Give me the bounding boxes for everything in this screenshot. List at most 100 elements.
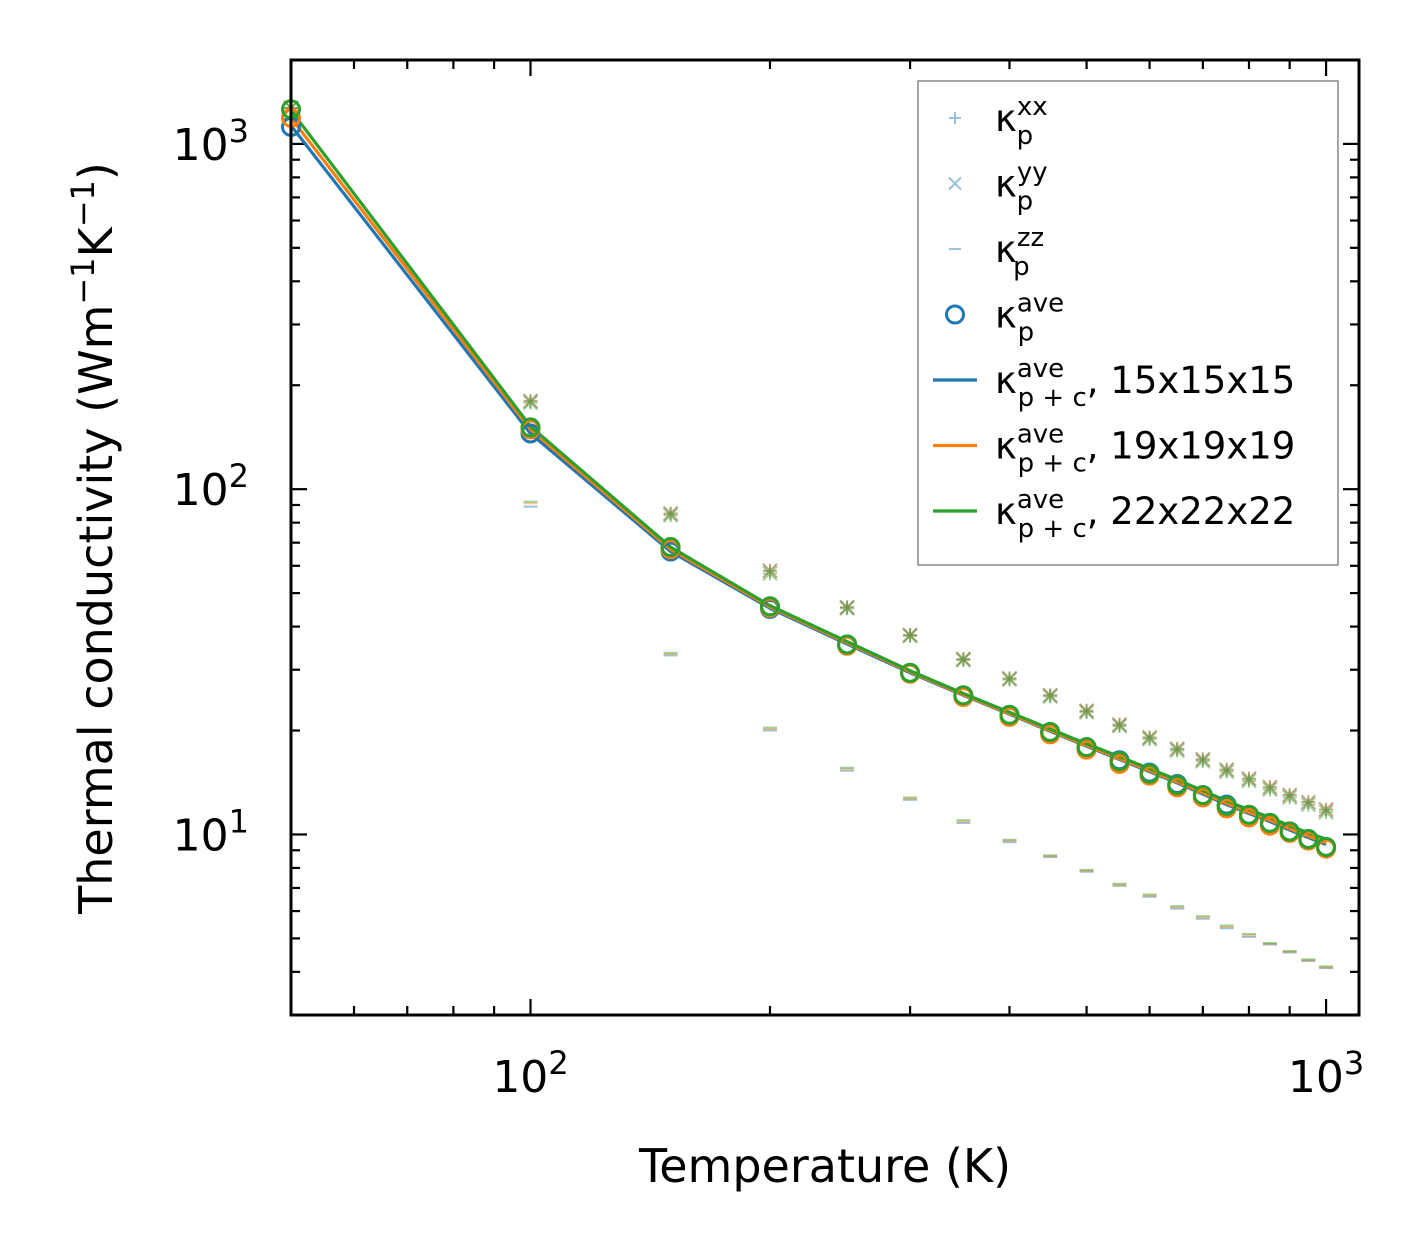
data-point-stroke xyxy=(1111,716,1128,733)
data-point-stroke xyxy=(902,627,918,643)
data-point xyxy=(1142,730,1157,745)
data-point xyxy=(1262,781,1278,798)
data-point-stroke xyxy=(1218,762,1235,778)
data-point-stroke xyxy=(1169,741,1185,757)
data-point-stroke xyxy=(1141,729,1158,746)
data-point-ring xyxy=(1139,763,1160,784)
data-point-ring xyxy=(1192,785,1213,806)
data-point-stroke xyxy=(1218,762,1235,778)
data-point xyxy=(1281,789,1298,806)
legend-item: κxx p xyxy=(949,92,1048,151)
data-point-stroke xyxy=(1078,704,1095,720)
data-point-stroke xyxy=(1300,794,1317,810)
data-point xyxy=(1195,751,1211,768)
data-point-stroke xyxy=(1169,741,1185,757)
data-point xyxy=(955,652,972,668)
data-point-stroke xyxy=(1262,781,1278,798)
data-point-stroke xyxy=(1281,787,1298,803)
series--p-zz xyxy=(284,118,1334,970)
data-point-stroke xyxy=(839,599,855,615)
data-point xyxy=(662,505,679,522)
data-point-stroke xyxy=(1318,801,1334,818)
data-point-stroke xyxy=(1281,789,1298,806)
data-point-stroke xyxy=(1042,687,1058,703)
data-point xyxy=(1300,794,1317,810)
data-point xyxy=(1169,741,1185,757)
x-tick-label: 103 xyxy=(1288,1044,1364,1103)
data-point xyxy=(1042,688,1058,705)
data-point xyxy=(1281,787,1298,803)
data-point xyxy=(1111,716,1128,733)
data-point xyxy=(1300,794,1317,810)
data-point-stroke xyxy=(1169,742,1185,759)
data-point xyxy=(999,704,1020,725)
data-point-stroke xyxy=(762,565,778,582)
data-point xyxy=(955,651,972,667)
data-point-stroke xyxy=(1195,753,1211,769)
data-point-stroke xyxy=(1241,771,1257,787)
data-point xyxy=(1301,795,1316,810)
data-point xyxy=(1319,802,1334,817)
data-point-stroke xyxy=(1169,741,1185,757)
data-point xyxy=(1279,821,1300,842)
data-point-stroke xyxy=(1195,751,1211,768)
data-point xyxy=(1241,771,1256,786)
data-point-stroke xyxy=(955,652,972,668)
data-point-stroke xyxy=(1111,718,1128,734)
data-point-stroke xyxy=(1241,771,1257,787)
data-point xyxy=(762,563,777,578)
data-point-stroke xyxy=(1042,687,1058,703)
legend-marker-swatch xyxy=(945,304,965,325)
data-point xyxy=(1219,762,1234,777)
data-point xyxy=(1281,787,1298,803)
data-point-stroke xyxy=(522,393,539,409)
data-point-ring xyxy=(837,634,858,655)
data-point xyxy=(1109,751,1130,772)
data-point xyxy=(1316,836,1337,857)
data-point-stroke xyxy=(1281,787,1298,803)
data-point-stroke xyxy=(1262,779,1278,795)
data-point-stroke xyxy=(1141,729,1158,746)
data-point-stroke xyxy=(662,505,679,522)
data-point-stroke xyxy=(762,563,778,579)
data-point-stroke xyxy=(1218,762,1235,778)
data-point-stroke xyxy=(662,505,679,522)
data-point-ring xyxy=(1238,804,1259,825)
data-point-stroke xyxy=(1318,801,1334,818)
data-point xyxy=(1078,703,1095,719)
data-point xyxy=(1112,717,1127,732)
data-point xyxy=(1241,773,1257,789)
data-point-stroke xyxy=(1262,781,1278,798)
data-point-stroke xyxy=(522,393,539,409)
series-green-dash xyxy=(284,118,1334,968)
data-point-ring xyxy=(900,662,921,683)
data-point-stroke xyxy=(902,627,918,643)
data-point-stroke xyxy=(1281,787,1298,803)
data-point xyxy=(1241,771,1257,787)
data-point-stroke xyxy=(1001,671,1018,688)
data-point-ring xyxy=(1040,722,1061,743)
series--p-yy xyxy=(283,100,1334,818)
data-point xyxy=(1079,703,1094,718)
data-point-stroke xyxy=(662,505,679,522)
legend-marker-swatch-stroke xyxy=(948,176,962,191)
data-point-stroke xyxy=(1241,771,1257,787)
data-point-stroke xyxy=(1195,751,1211,768)
data-point-stroke xyxy=(1078,703,1095,719)
legend-label: κxx p xyxy=(995,92,1048,151)
data-point xyxy=(1262,779,1278,795)
legend-label: κave p + c, 19x19x19 xyxy=(995,420,1295,479)
legend-box xyxy=(917,80,1339,566)
data-point-stroke xyxy=(1111,716,1128,733)
data-point-stroke xyxy=(1042,688,1058,705)
data-point-stroke xyxy=(522,393,539,409)
x-axis-label: Temperature (K) xyxy=(638,1139,1011,1193)
data-point-stroke xyxy=(902,627,918,643)
data-point xyxy=(1139,763,1160,784)
data-point xyxy=(1078,704,1095,720)
data-point-stroke xyxy=(902,628,918,644)
data-point xyxy=(1218,763,1235,780)
data-point-stroke xyxy=(1241,773,1257,789)
y-axis-label: Thermal conductivity (Wm−1K−1) xyxy=(64,162,123,915)
